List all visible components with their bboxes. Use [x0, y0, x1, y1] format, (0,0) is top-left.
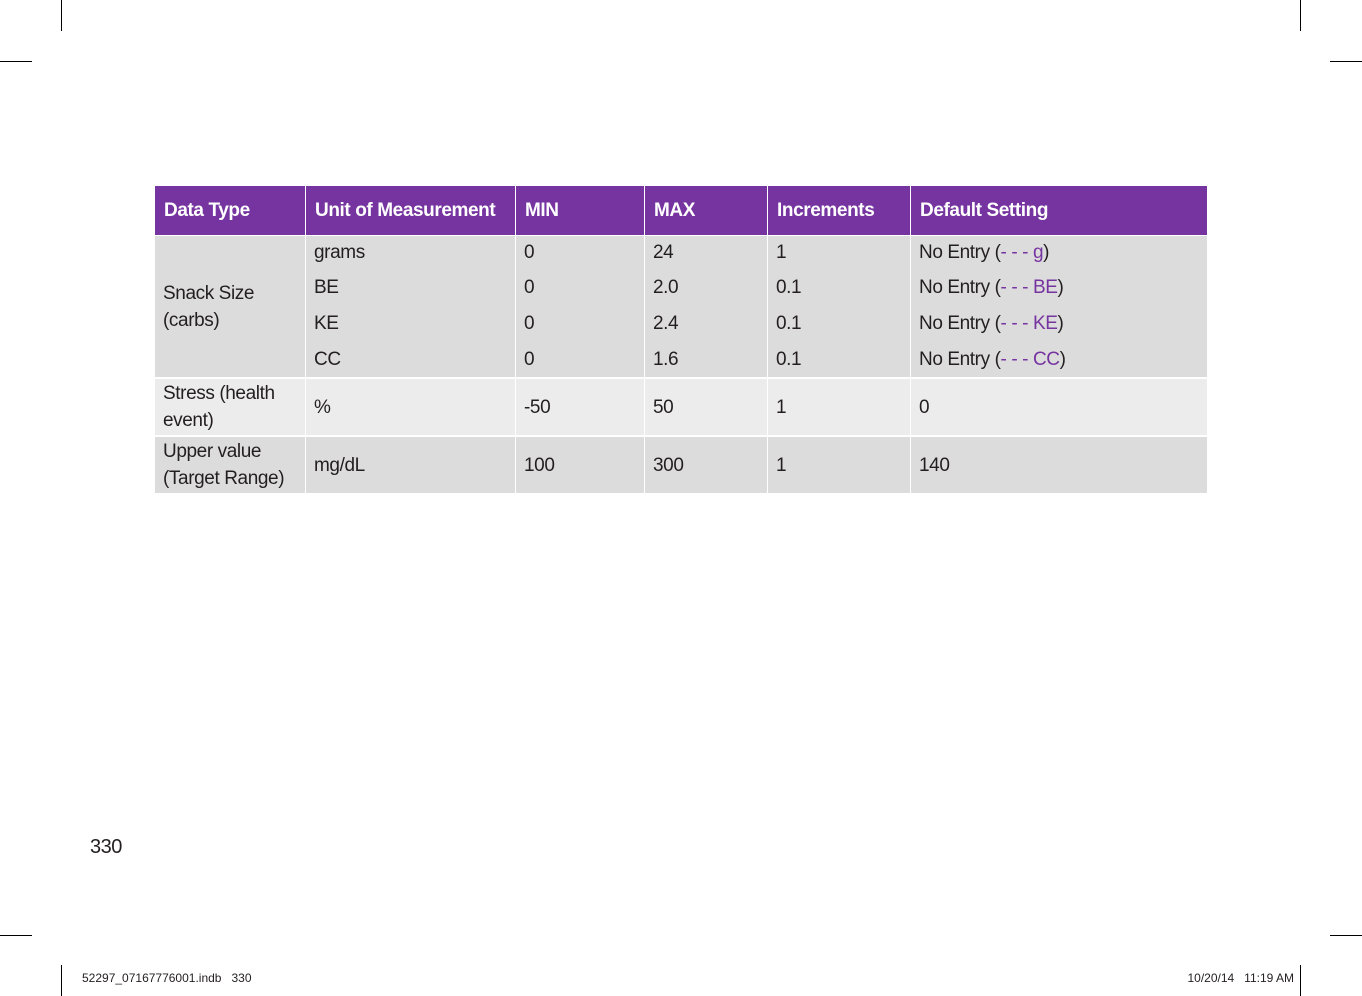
default-placeholder: - - - BE [1000, 276, 1058, 298]
default-cell: 0 [911, 377, 1207, 435]
default-prefix: No Entry ( [919, 312, 1001, 334]
increment-cell: 1 [768, 435, 911, 493]
unit-cell: grams [306, 236, 516, 269]
increment-cell: 1 [768, 377, 911, 435]
increment-cell: 0.1 [768, 305, 911, 341]
unit-cell: KE [306, 305, 516, 341]
crop-mark-bottom-left-horizontal [0, 935, 32, 936]
table-row: BE 0 2.0 0.1 No Entry (- - - BE) [155, 269, 1207, 305]
table-row: Stress (health event) % -50 50 1 0 [155, 377, 1207, 435]
max-cell: 50 [645, 377, 768, 435]
page-number: 330 [90, 836, 122, 858]
crop-mark-bottom-right-horizontal [1330, 935, 1362, 936]
crop-mark-top-right-vertical [1300, 0, 1301, 31]
header-max: MAX [645, 186, 768, 236]
min-cell: 0 [516, 269, 645, 305]
max-cell: 2.0 [645, 269, 768, 305]
default-placeholder: - - - g [1000, 242, 1044, 263]
default-prefix: No Entry ( [919, 242, 1001, 263]
default-cell: No Entry (- - - g) [911, 236, 1207, 269]
increment-cell: 0.1 [768, 269, 911, 305]
max-cell: 1.6 [645, 341, 768, 377]
default-cell: 140 [911, 435, 1207, 493]
crop-mark-top-left-horizontal [0, 61, 32, 62]
min-cell: 100 [516, 435, 645, 493]
increment-cell: 1 [768, 236, 911, 269]
default-placeholder: - - - KE [1000, 312, 1058, 334]
default-cell: No Entry (- - - BE) [911, 269, 1207, 305]
default-suffix: ) [1043, 242, 1050, 263]
header-default: Default Setting [911, 186, 1207, 236]
table-header-row: Data Type Unit of Measurement MIN MAX In… [155, 186, 1207, 236]
table-row: KE 0 2.4 0.1 No Entry (- - - KE) [155, 305, 1207, 341]
upper-value-label: Upper value (Target Range) [155, 435, 306, 493]
stress-label: Stress (health event) [155, 377, 306, 435]
header-increments: Increments [768, 186, 911, 236]
unit-cell: BE [306, 269, 516, 305]
default-prefix: No Entry ( [919, 348, 1001, 370]
slug-date: 10/20/14 11:19 AM [1187, 971, 1294, 985]
header-unit: Unit of Measurement [306, 186, 516, 236]
max-cell: 24 [645, 236, 768, 269]
unit-cell: % [306, 377, 516, 435]
increment-cell: 0.1 [768, 341, 911, 377]
min-cell: -50 [516, 377, 645, 435]
table-row: CC 0 1.6 0.1 No Entry (- - - CC) [155, 341, 1207, 377]
max-cell: 2.4 [645, 305, 768, 341]
settings-range-table: Data Type Unit of Measurement MIN MAX In… [155, 186, 1207, 493]
default-prefix: No Entry ( [919, 276, 1001, 298]
min-cell: 0 [516, 236, 645, 269]
crop-mark-bottom-right-vertical [1300, 965, 1301, 996]
unit-cell: mg/dL [306, 435, 516, 493]
slug-file: 52297_07167776001.indb 330 [82, 971, 252, 985]
min-cell: 0 [516, 305, 645, 341]
default-suffix: ) [1059, 348, 1066, 370]
default-cell: No Entry (- - - KE) [911, 305, 1207, 341]
unit-cell: CC [306, 341, 516, 377]
default-cell: No Entry (- - - CC) [911, 341, 1207, 377]
crop-mark-bottom-left-vertical [61, 965, 62, 996]
header-data-type: Data Type [155, 186, 306, 236]
default-placeholder: - - - CC [1000, 348, 1060, 370]
snack-size-label: Snack Size (carbs) [155, 236, 306, 377]
default-suffix: ) [1057, 312, 1064, 334]
min-cell: 0 [516, 341, 645, 377]
default-suffix: ) [1057, 276, 1064, 298]
table-row: Upper value (Target Range) mg/dL 100 300… [155, 435, 1207, 493]
table-row: Snack Size (carbs) grams 0 24 1 No Entry… [155, 236, 1207, 377]
header-min: MIN [516, 186, 645, 236]
max-cell: 300 [645, 435, 768, 493]
crop-mark-top-right-horizontal [1330, 61, 1362, 62]
crop-mark-top-left-vertical [61, 0, 62, 31]
